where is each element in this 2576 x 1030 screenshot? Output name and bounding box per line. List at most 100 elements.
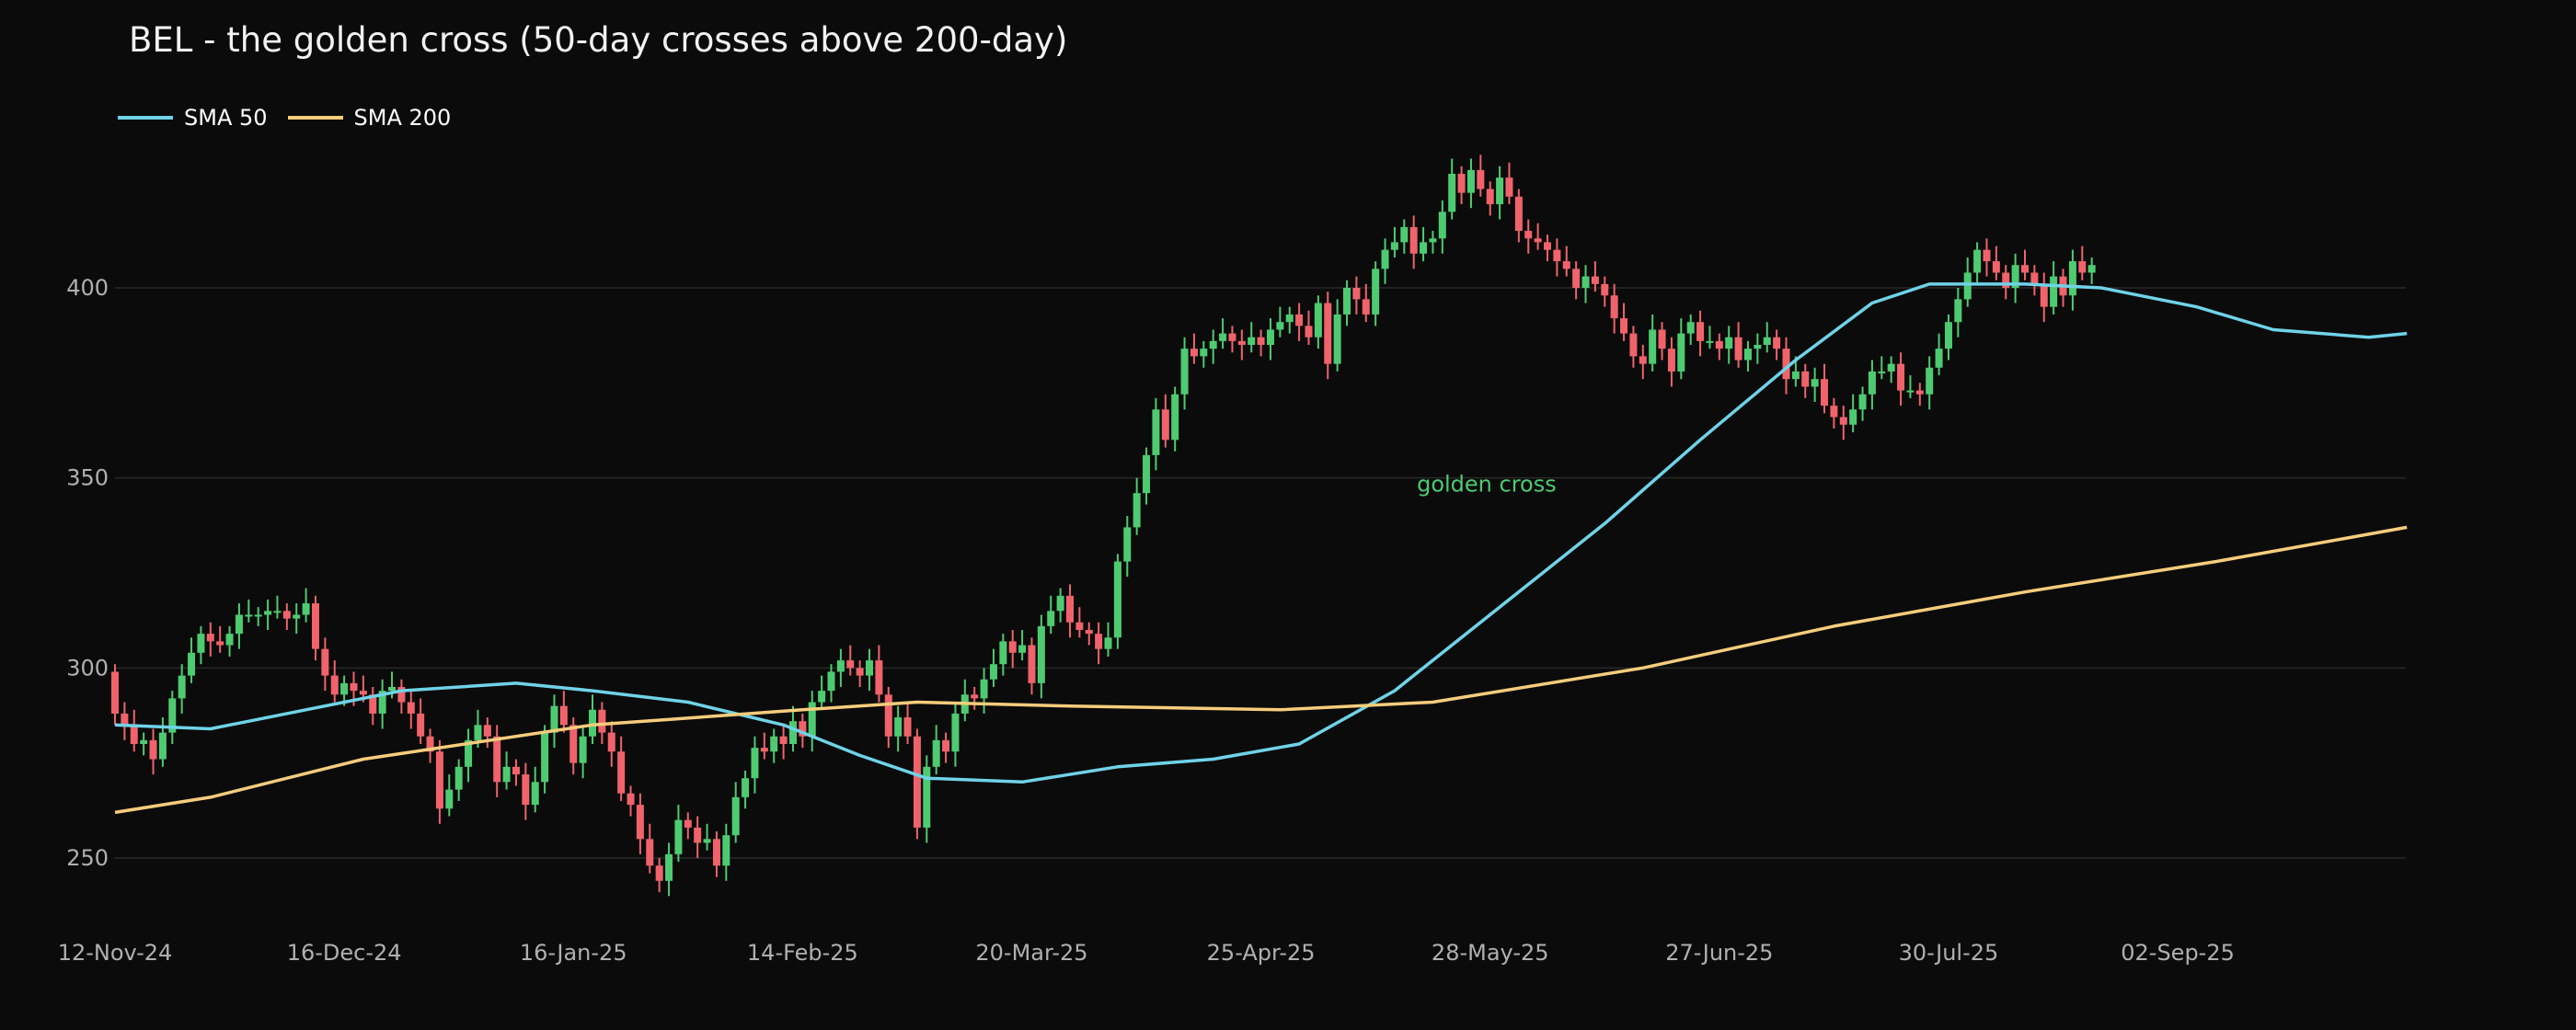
candle-body xyxy=(1620,318,1628,334)
candle xyxy=(1906,375,1915,398)
candle-body xyxy=(866,660,874,676)
candle xyxy=(1505,162,1513,205)
candle xyxy=(1066,584,1074,638)
candle xyxy=(1409,215,1418,269)
candle-body xyxy=(1438,212,1446,239)
candle xyxy=(674,805,683,863)
candle xyxy=(1343,280,1351,326)
candle-body xyxy=(350,682,358,692)
candle-body xyxy=(235,614,243,635)
legend-label-sma200: SMA 200 xyxy=(353,105,452,131)
candle-body xyxy=(617,751,626,794)
candle xyxy=(1878,356,1886,380)
candle-body xyxy=(359,691,367,695)
x-tick-label: 02-Sep-25 xyxy=(2121,940,2235,966)
candle xyxy=(254,607,262,626)
candle xyxy=(617,736,626,801)
candle-body xyxy=(2078,261,2087,273)
candle xyxy=(923,755,931,843)
candle xyxy=(2059,269,2067,307)
candle-body xyxy=(1992,261,2000,273)
candle-body xyxy=(951,713,960,752)
candle-body xyxy=(378,691,386,714)
y-tick-label: 300 xyxy=(66,655,109,681)
candle-body xyxy=(1219,333,1227,341)
candle-body xyxy=(1095,634,1103,649)
candle xyxy=(1438,200,1446,254)
candle xyxy=(999,634,1007,676)
candle-body xyxy=(1477,169,1485,189)
candle xyxy=(1514,189,1523,243)
candle-body xyxy=(397,687,406,703)
candle xyxy=(1915,383,1924,406)
candle xyxy=(1190,333,1198,364)
candle xyxy=(1448,158,1456,220)
x-tick-label: 16-Jan-25 xyxy=(520,940,627,966)
candle-body xyxy=(598,709,606,733)
candle xyxy=(1553,238,1561,277)
candle xyxy=(188,637,196,683)
candle-body xyxy=(512,766,520,775)
candle xyxy=(1047,595,1055,635)
candle-body xyxy=(1104,637,1112,649)
candle-body xyxy=(1639,356,1647,364)
x-tick-label: 14-Feb-25 xyxy=(747,940,858,966)
candle-body xyxy=(197,634,205,653)
candle xyxy=(1629,326,1638,368)
candle xyxy=(1754,333,1762,364)
candle xyxy=(1133,477,1141,535)
candle-body xyxy=(502,766,511,783)
candle-body xyxy=(1314,303,1322,338)
candle xyxy=(1171,386,1179,452)
candle-body xyxy=(1572,269,1581,288)
legend-item-sma200[interactable]: SMA 200 xyxy=(287,105,452,131)
candle xyxy=(483,717,491,749)
sma200-line xyxy=(114,525,2408,815)
candle-body xyxy=(1496,177,1504,205)
candle-body xyxy=(1553,249,1561,262)
candle xyxy=(1295,303,1304,341)
candle-body xyxy=(245,614,253,617)
candle-body xyxy=(1143,454,1151,494)
candle xyxy=(1992,246,2000,280)
candle-body xyxy=(1037,625,1045,683)
candle xyxy=(731,782,740,843)
candle-body xyxy=(1677,333,1685,372)
legend-item-sma50[interactable]: SMA 50 xyxy=(118,105,268,131)
candle-body xyxy=(788,721,797,744)
candle xyxy=(1667,337,1675,387)
candle-body xyxy=(980,679,988,699)
candle xyxy=(1200,340,1208,368)
candle xyxy=(894,705,903,752)
candle-body xyxy=(216,641,224,646)
candle-body xyxy=(636,805,644,840)
grid-layer xyxy=(115,287,2406,859)
candle xyxy=(665,842,673,897)
candle xyxy=(827,664,835,703)
candle xyxy=(1352,276,1361,315)
candle xyxy=(703,823,711,851)
candle xyxy=(694,816,702,858)
candle-body xyxy=(827,671,835,692)
candle-body xyxy=(1409,226,1418,254)
candle xyxy=(836,648,845,687)
candle-body xyxy=(206,634,214,642)
candle-body xyxy=(2087,265,2096,273)
candle-body xyxy=(760,748,768,752)
candle xyxy=(2068,249,2076,311)
candle xyxy=(1821,363,1829,414)
candle-body xyxy=(989,664,997,680)
candle-body xyxy=(1686,322,1695,334)
candle-body xyxy=(646,839,654,866)
x-tick-label: 30-Jul-25 xyxy=(1899,940,1999,966)
chart-legend[interactable]: SMA 50 SMA 200 xyxy=(118,105,471,131)
candle-body xyxy=(264,611,272,615)
candle xyxy=(1400,219,1409,254)
candle xyxy=(1085,622,1093,646)
candle-body xyxy=(836,660,845,672)
candle xyxy=(1773,329,1781,360)
candle xyxy=(1743,340,1752,372)
candle xyxy=(1486,181,1494,216)
candle xyxy=(1830,397,1838,429)
